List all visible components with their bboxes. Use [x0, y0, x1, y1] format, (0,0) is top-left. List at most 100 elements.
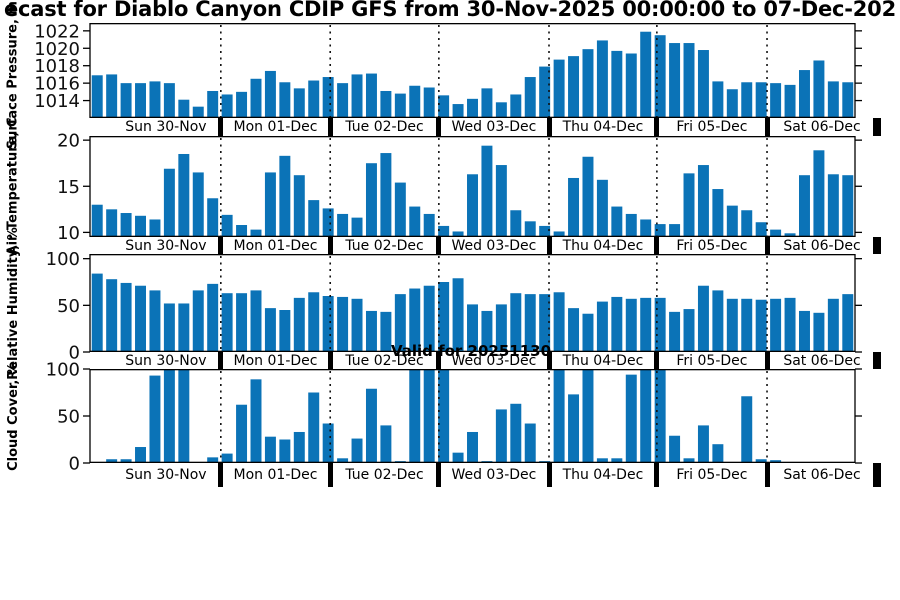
day-band-separator	[546, 237, 552, 254]
bar	[337, 296, 349, 351]
bar	[250, 229, 262, 236]
bar	[524, 294, 536, 351]
bar	[322, 296, 334, 351]
bar	[438, 282, 450, 351]
bar	[163, 168, 175, 236]
bar	[409, 85, 421, 117]
bar	[827, 174, 839, 236]
day-label: Sat 06-Dec	[783, 467, 861, 483]
bar	[163, 370, 175, 462]
bar	[135, 83, 146, 117]
bar	[337, 213, 349, 236]
bar	[279, 310, 291, 351]
day-label: Fri 05-Dec	[676, 237, 748, 254]
bar	[409, 206, 421, 236]
bar	[582, 313, 594, 351]
bar	[712, 189, 724, 236]
bar	[337, 83, 349, 117]
bar	[149, 81, 161, 117]
y-tick-label: 1016	[34, 74, 80, 95]
day-band-separator	[218, 118, 224, 136]
bar	[625, 53, 637, 117]
day-band-separator	[327, 463, 333, 487]
day-label: Tue 02-Dec	[345, 237, 424, 254]
bar	[510, 293, 522, 351]
y-tick-label: 20	[57, 131, 80, 152]
bar	[264, 70, 276, 117]
day-label: Wed 03-Dec	[451, 119, 537, 135]
bar	[669, 43, 681, 117]
day-band-separator	[436, 463, 442, 487]
bar	[842, 294, 854, 351]
bar	[640, 31, 652, 117]
bar	[596, 40, 608, 117]
bar	[207, 457, 219, 462]
bar	[106, 279, 118, 351]
bar	[654, 370, 666, 462]
day-band-separator	[218, 352, 224, 369]
bar	[149, 219, 161, 236]
y-tick-label: 15	[57, 177, 80, 198]
bar	[293, 175, 305, 236]
bar	[539, 461, 551, 462]
bar	[365, 310, 377, 351]
bar	[784, 297, 796, 351]
day-band-separator	[546, 118, 552, 136]
bar	[654, 224, 666, 236]
day-label: Thu 04-Dec	[562, 237, 644, 254]
bar	[423, 285, 435, 351]
day-label: Sun 30-Nov	[125, 467, 207, 483]
bar	[539, 294, 551, 351]
bar	[452, 278, 464, 351]
day-label: Sun 30-Nov	[125, 119, 207, 135]
bar	[553, 231, 565, 236]
bar	[149, 290, 161, 351]
bar	[394, 93, 406, 117]
figure-title: ecast for Diablo Canyon CDIP GFS from 30…	[4, 0, 896, 21]
bar	[409, 370, 421, 462]
bar	[467, 98, 478, 117]
bar	[640, 370, 652, 462]
bar	[654, 297, 666, 351]
y-tick-label: 0	[69, 343, 80, 364]
day-label: Thu 04-Dec	[562, 119, 644, 135]
bar	[770, 229, 782, 236]
day-band-separator	[654, 118, 660, 136]
bar	[726, 205, 738, 236]
bar	[741, 82, 753, 117]
bar	[582, 156, 594, 236]
day-label: Mon 01-Dec	[233, 352, 318, 369]
day-label: Sat 06-Dec	[783, 237, 861, 254]
bar	[135, 285, 146, 351]
bar	[380, 311, 392, 351]
bar	[568, 56, 580, 117]
bar	[467, 304, 478, 351]
bar	[120, 83, 132, 117]
day-band-separator	[873, 463, 882, 487]
bar	[178, 370, 190, 462]
y-tick-label: 10	[57, 223, 80, 244]
bar	[135, 447, 146, 462]
bar	[394, 461, 406, 462]
bar	[827, 81, 839, 117]
bar	[351, 298, 363, 351]
bar	[697, 425, 709, 462]
bar	[842, 175, 854, 236]
day-label: Tue 02-Dec	[345, 352, 424, 369]
bar	[452, 452, 464, 462]
day-band-separator	[218, 463, 224, 487]
bar	[120, 213, 132, 236]
bar	[438, 225, 450, 236]
bar	[611, 458, 623, 462]
bar	[192, 290, 204, 351]
bar	[697, 165, 709, 236]
day-band-separator	[873, 118, 882, 136]
bar	[120, 459, 132, 462]
bar	[106, 459, 118, 462]
bar	[669, 435, 681, 462]
valid-for-annotation: Valid for 20251130	[390, 342, 552, 360]
bar	[308, 392, 320, 462]
bar	[813, 150, 825, 236]
bar	[279, 82, 291, 117]
